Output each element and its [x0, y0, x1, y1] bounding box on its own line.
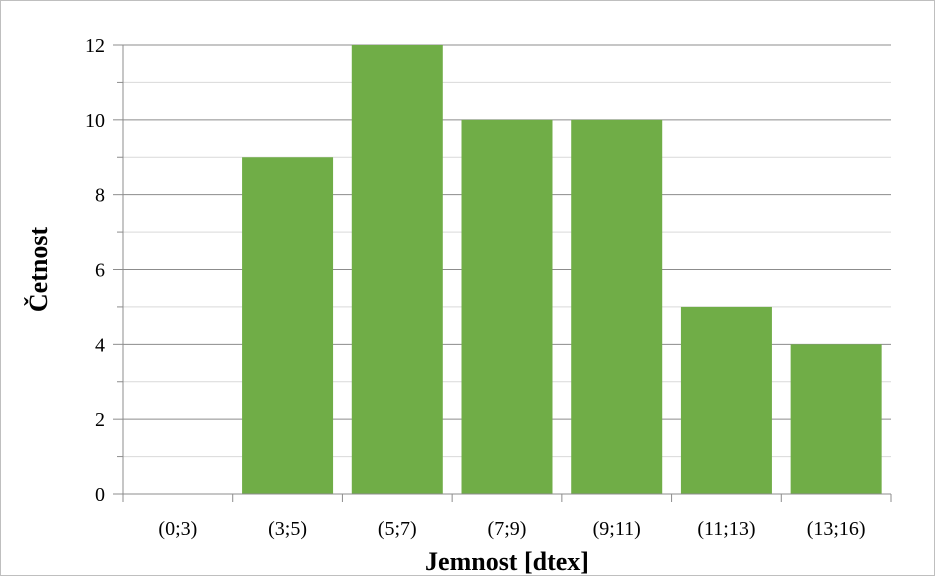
x-tick-label: (0;3): [158, 518, 197, 540]
x-tick-label: (9;11): [593, 518, 641, 540]
x-tick-labels: (0;3) (3;5) (5;7) (7;9) (9;11) (11;13) (13;16): [158, 518, 865, 540]
bar: [571, 119, 663, 494]
x-axis-title: Jemnost [dtex]: [425, 547, 589, 576]
bar: [461, 119, 553, 494]
x-tick-label: (11;13): [697, 518, 755, 540]
x-tick-label: (13;16): [807, 518, 866, 540]
y-tick-label: 6: [95, 260, 105, 282]
y-axis-title: Četnost: [24, 227, 53, 313]
y-tick-label: 12: [85, 35, 105, 57]
y-tick-label: 2: [95, 409, 105, 431]
bars: [242, 45, 882, 494]
x-tick-label: (3;5): [268, 518, 307, 540]
y-tick-label: 10: [85, 110, 105, 132]
y-tick-labels: 0 2 4 6 8 10 12: [85, 35, 105, 506]
bar: [790, 344, 882, 494]
y-tick-label: 0: [95, 484, 105, 506]
x-tick-label: (7;9): [488, 518, 527, 540]
bar: [351, 45, 443, 494]
y-tick-label: 4: [95, 334, 105, 356]
x-tick-label: (5;7): [378, 518, 417, 540]
axes: [113, 44, 892, 502]
bar: [242, 157, 334, 494]
y-tick-label: 8: [95, 185, 105, 207]
bar: [680, 306, 772, 494]
